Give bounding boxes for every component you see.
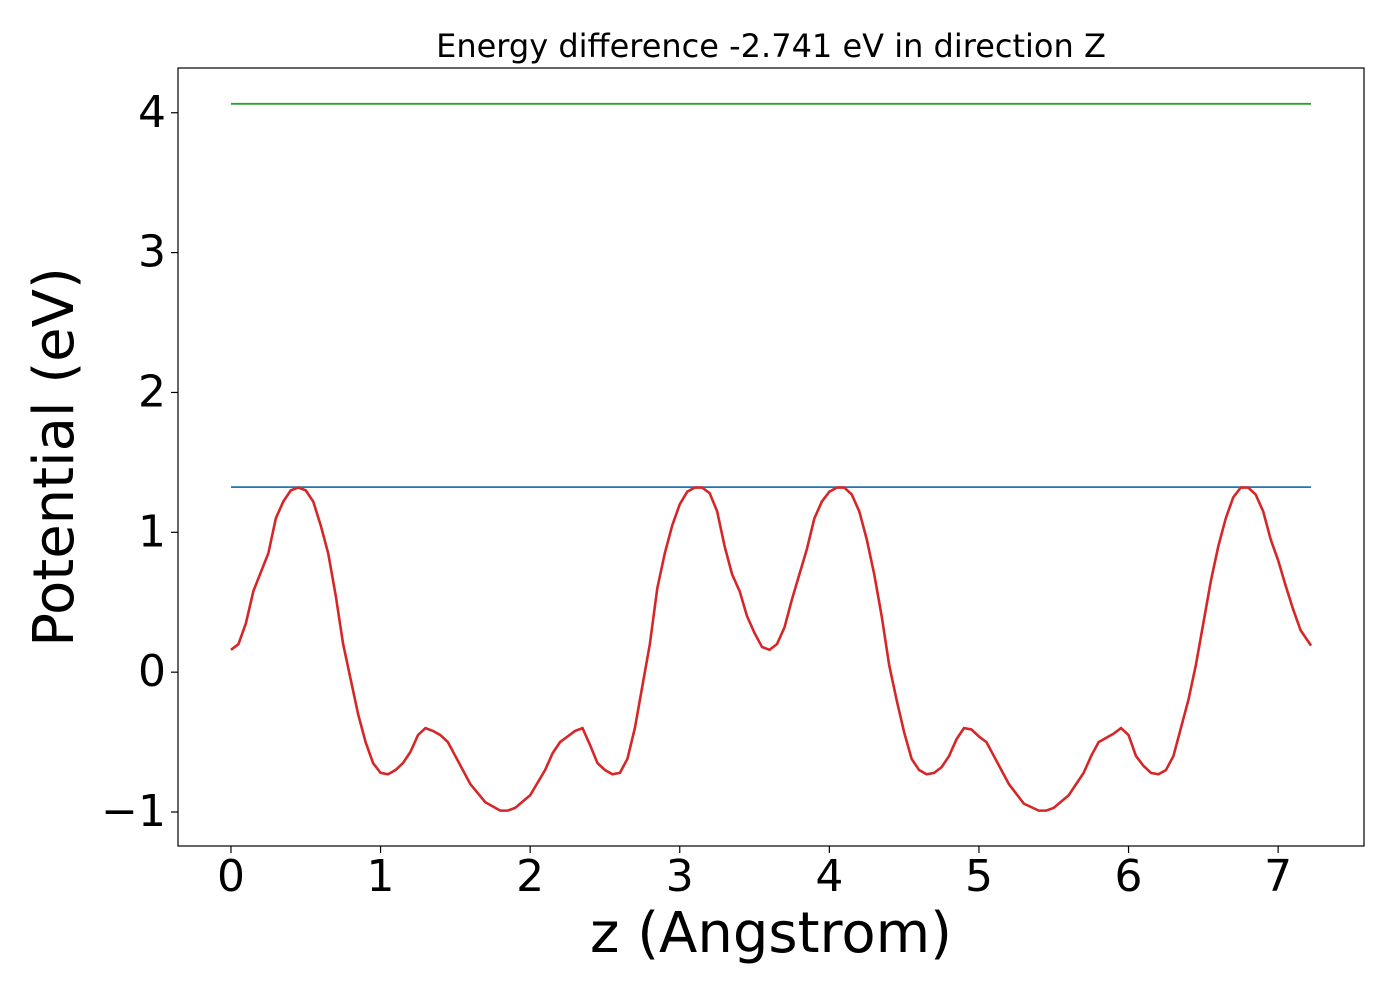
x-tick-label: 0 <box>217 851 245 902</box>
x-tick-label: 7 <box>1264 851 1292 902</box>
y-tick-label: 4 <box>138 87 166 138</box>
y-tick-label: −1 <box>101 786 166 837</box>
y-tick-label: 0 <box>138 646 166 697</box>
y-tick-label: 3 <box>138 227 166 278</box>
x-tick-label: 4 <box>815 851 843 902</box>
chart-title: Energy difference -2.741 eV in direction… <box>436 27 1106 65</box>
x-tick-label: 1 <box>367 851 395 902</box>
x-tick-label: 6 <box>1115 851 1143 902</box>
y-tick-label: 1 <box>138 506 166 557</box>
x-tick-label: 5 <box>965 851 993 902</box>
x-tick-label: 2 <box>516 851 544 902</box>
x-tick-label: 3 <box>666 851 694 902</box>
plot-frame <box>177 67 1365 847</box>
y-tick-label: 2 <box>138 366 166 417</box>
x-axis-label: z (Angstrom) <box>590 901 952 966</box>
y-axis-label: Potential (eV) <box>22 267 87 647</box>
series-line <box>230 486 1313 812</box>
